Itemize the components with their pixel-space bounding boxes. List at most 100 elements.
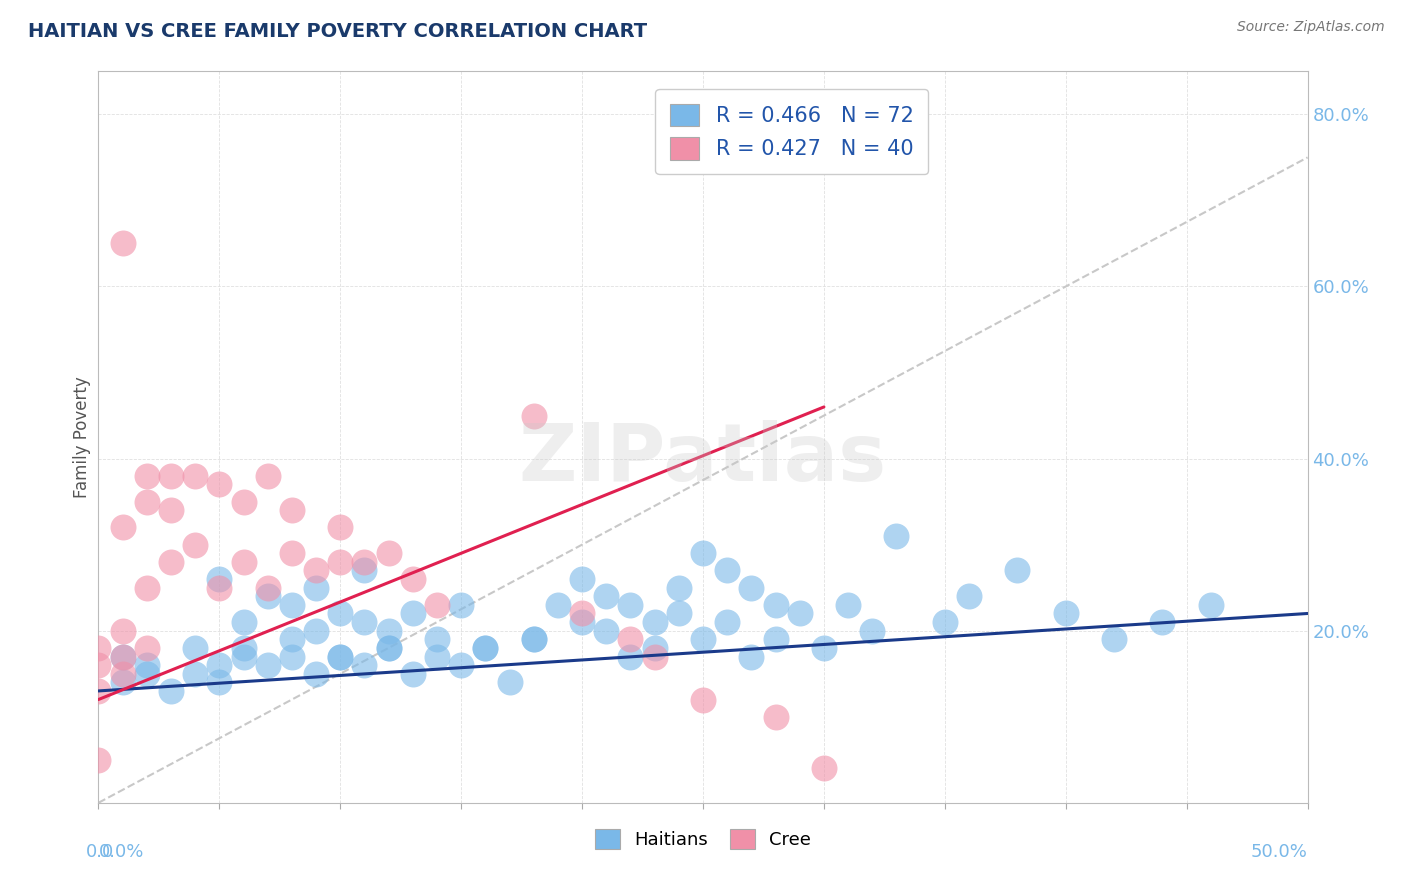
Point bbox=[353, 555, 375, 569]
Point bbox=[1199, 598, 1222, 612]
Point bbox=[111, 666, 134, 681]
Point bbox=[232, 615, 254, 629]
Point bbox=[716, 615, 738, 629]
Point bbox=[860, 624, 883, 638]
Point bbox=[135, 666, 157, 681]
Point bbox=[644, 649, 666, 664]
Point bbox=[232, 640, 254, 655]
Legend: Haitians, Cree: Haitians, Cree bbox=[588, 822, 818, 856]
Point bbox=[135, 640, 157, 655]
Point bbox=[184, 468, 207, 483]
Point bbox=[644, 615, 666, 629]
Point bbox=[232, 555, 254, 569]
Point bbox=[474, 640, 496, 655]
Point bbox=[765, 710, 787, 724]
Point bbox=[329, 520, 352, 534]
Point bbox=[135, 468, 157, 483]
Point bbox=[765, 598, 787, 612]
Point bbox=[595, 624, 617, 638]
Point bbox=[281, 632, 304, 647]
Point bbox=[571, 607, 593, 621]
Point bbox=[111, 236, 134, 251]
Point bbox=[1054, 607, 1077, 621]
Point bbox=[450, 598, 472, 612]
Point bbox=[256, 581, 278, 595]
Point bbox=[619, 632, 641, 647]
Point bbox=[305, 564, 328, 578]
Point bbox=[87, 640, 110, 655]
Point bbox=[329, 649, 352, 664]
Text: ZIPatlas: ZIPatlas bbox=[519, 420, 887, 498]
Point bbox=[160, 503, 183, 517]
Point bbox=[1007, 564, 1029, 578]
Point bbox=[208, 477, 231, 491]
Y-axis label: Family Poverty: Family Poverty bbox=[73, 376, 91, 498]
Point bbox=[402, 572, 425, 586]
Point bbox=[668, 581, 690, 595]
Text: 0.0: 0.0 bbox=[86, 843, 114, 861]
Point bbox=[547, 598, 569, 612]
Point bbox=[111, 675, 134, 690]
Point bbox=[87, 684, 110, 698]
Point bbox=[184, 666, 207, 681]
Point bbox=[716, 564, 738, 578]
Point bbox=[644, 640, 666, 655]
Point bbox=[450, 658, 472, 673]
Point bbox=[377, 640, 399, 655]
Point bbox=[377, 546, 399, 560]
Point bbox=[305, 581, 328, 595]
Point bbox=[789, 607, 811, 621]
Point bbox=[426, 632, 449, 647]
Point bbox=[208, 572, 231, 586]
Point bbox=[813, 640, 835, 655]
Point bbox=[87, 753, 110, 767]
Point bbox=[740, 649, 762, 664]
Point bbox=[377, 624, 399, 638]
Point bbox=[160, 684, 183, 698]
Point bbox=[426, 649, 449, 664]
Point bbox=[135, 581, 157, 595]
Point bbox=[160, 468, 183, 483]
Point bbox=[87, 658, 110, 673]
Point bbox=[232, 494, 254, 508]
Text: 0.0%: 0.0% bbox=[98, 843, 143, 861]
Point bbox=[208, 658, 231, 673]
Text: Source: ZipAtlas.com: Source: ZipAtlas.com bbox=[1237, 20, 1385, 34]
Point bbox=[353, 658, 375, 673]
Point bbox=[111, 649, 134, 664]
Point bbox=[377, 640, 399, 655]
Point bbox=[281, 503, 304, 517]
Point bbox=[329, 555, 352, 569]
Point bbox=[135, 658, 157, 673]
Point bbox=[281, 546, 304, 560]
Text: HAITIAN VS CREE FAMILY POVERTY CORRELATION CHART: HAITIAN VS CREE FAMILY POVERTY CORRELATI… bbox=[28, 22, 647, 41]
Point bbox=[305, 666, 328, 681]
Point bbox=[329, 607, 352, 621]
Point bbox=[353, 615, 375, 629]
Point bbox=[619, 649, 641, 664]
Point bbox=[184, 538, 207, 552]
Point bbox=[692, 632, 714, 647]
Point bbox=[111, 624, 134, 638]
Point bbox=[1152, 615, 1174, 629]
Point bbox=[813, 761, 835, 775]
Point bbox=[256, 589, 278, 603]
Point bbox=[474, 640, 496, 655]
Point bbox=[571, 572, 593, 586]
Point bbox=[886, 529, 908, 543]
Point bbox=[1102, 632, 1125, 647]
Point bbox=[111, 649, 134, 664]
Point bbox=[184, 640, 207, 655]
Point bbox=[256, 658, 278, 673]
Point bbox=[232, 649, 254, 664]
Point bbox=[256, 468, 278, 483]
Point bbox=[402, 607, 425, 621]
Point bbox=[837, 598, 859, 612]
Point bbox=[281, 649, 304, 664]
Point bbox=[498, 675, 520, 690]
Point bbox=[765, 632, 787, 647]
Point bbox=[692, 692, 714, 706]
Point bbox=[281, 598, 304, 612]
Point bbox=[668, 607, 690, 621]
Point bbox=[957, 589, 980, 603]
